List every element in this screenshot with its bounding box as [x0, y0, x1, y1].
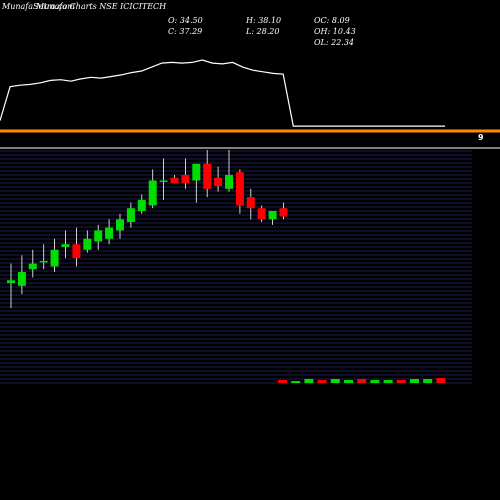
- ol-value: OL: 22.34: [314, 38, 355, 47]
- candle-up: [148, 180, 157, 206]
- volume-panel: [278, 378, 446, 383]
- volume-bar: [383, 380, 393, 383]
- candle-up: [50, 249, 59, 267]
- candle-down: [72, 244, 81, 259]
- candle-up: [116, 219, 124, 231]
- site-name: MunafaSutra.com: [2, 2, 75, 11]
- close-value: C: 37.29: [168, 27, 203, 36]
- candle-down: [181, 174, 190, 184]
- candle-up: [94, 230, 103, 242]
- candle-up: [17, 271, 26, 286]
- candle-up: [83, 238, 92, 250]
- right-marker: 9: [478, 133, 484, 142]
- candle-up: [225, 174, 233, 189]
- candle-down: [170, 177, 179, 184]
- volume-bar: [370, 380, 380, 383]
- candle-up: [7, 280, 15, 284]
- candle-down: [203, 163, 212, 189]
- candle-up: [39, 260, 48, 263]
- volume-bar: [291, 381, 301, 383]
- oh-value: OH: 10.43: [314, 27, 356, 36]
- chart-title: Munafa Charts NSE ICICITECH: [36, 2, 167, 11]
- candle-up: [126, 208, 135, 223]
- high-value: H: 38.10: [246, 16, 282, 25]
- volume-bar: [410, 379, 419, 383]
- candle-down: [246, 197, 255, 209]
- candle-up: [105, 227, 114, 239]
- low-value: L: 28.20: [246, 27, 280, 36]
- candle-down: [214, 177, 223, 187]
- volume-bar: [330, 379, 340, 383]
- candle-up: [61, 244, 70, 248]
- open-value: O: 34.50: [168, 16, 203, 25]
- volume-bar: [317, 380, 327, 383]
- candle-up: [268, 210, 277, 220]
- candlestick-panel: [7, 150, 288, 308]
- candle-down: [257, 208, 266, 220]
- oc-value: OC: 8.09: [314, 16, 350, 25]
- price-line: [0, 59, 445, 127]
- price-line-panel: [0, 59, 445, 127]
- candle-down: [235, 172, 244, 206]
- candle-up: [28, 263, 37, 270]
- candle-up: [192, 163, 201, 181]
- candle-up: [159, 180, 168, 182]
- candle-up: [137, 199, 146, 211]
- volume-bar: [344, 380, 353, 383]
- volume-bar: [278, 380, 287, 383]
- volume-bar: [436, 378, 446, 383]
- volume-bar: [396, 380, 406, 383]
- candle-down: [279, 208, 288, 217]
- volume-bar: [357, 379, 367, 383]
- volume-bar: [423, 379, 433, 383]
- volume-bar: [304, 379, 314, 383]
